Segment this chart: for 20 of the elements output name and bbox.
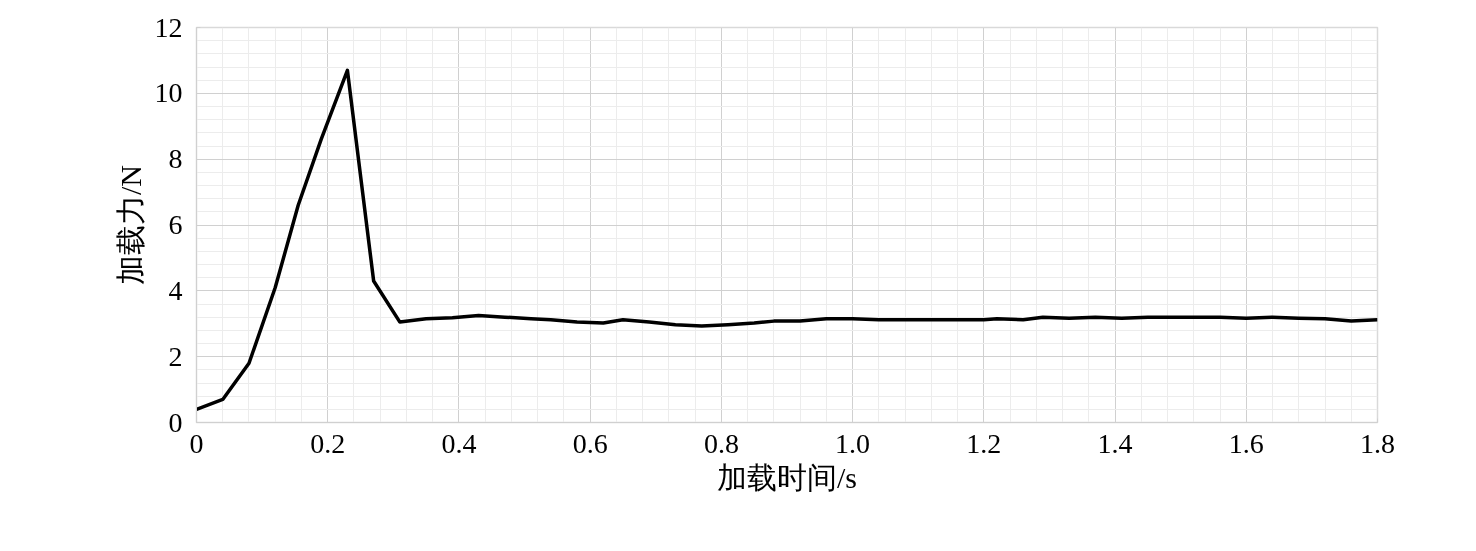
x-tick-label: 0.4 xyxy=(441,427,477,459)
y-tick-label: 4 xyxy=(168,274,183,306)
y-tick-label: 10 xyxy=(154,77,183,109)
x-tick-label: 1.4 xyxy=(1097,427,1133,459)
x-tick-label: 1.8 xyxy=(1360,427,1395,459)
y-tick-label: 2 xyxy=(168,340,183,372)
y-tick-label: 12 xyxy=(154,11,183,43)
x-tick-label: 1.0 xyxy=(835,427,871,459)
y-axis-title: 加载力/N xyxy=(113,165,147,285)
x-tick-label: 1.2 xyxy=(966,427,1002,459)
y-tick-label: 6 xyxy=(168,209,183,240)
x-tick-label: 0 xyxy=(189,427,204,459)
x-tick-label: 0.2 xyxy=(310,427,346,459)
y-tick-label: 0 xyxy=(168,406,183,438)
y-tick-label: 8 xyxy=(168,143,183,175)
x-tick-label: 0.8 xyxy=(703,427,739,459)
x-tick-label: 1.6 xyxy=(1228,427,1264,459)
line-series xyxy=(196,68,1378,412)
x-tick-label: 0.6 xyxy=(572,427,608,459)
x-axis-title: 加载时间/s xyxy=(717,460,858,494)
